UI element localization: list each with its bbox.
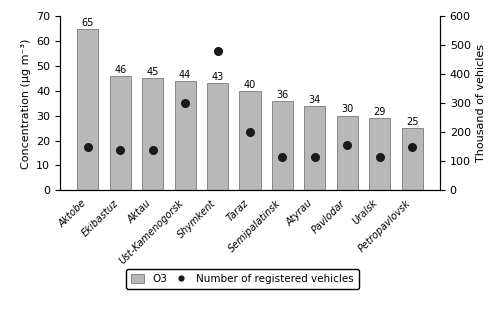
Text: 34: 34 <box>308 94 321 105</box>
Bar <box>240 91 260 190</box>
Text: 30: 30 <box>341 105 353 114</box>
Bar <box>402 128 422 190</box>
Bar <box>78 29 98 190</box>
Bar <box>337 116 358 190</box>
Bar <box>174 81 196 190</box>
Y-axis label: Thousand of vehicles: Thousand of vehicles <box>476 44 486 162</box>
Bar <box>110 76 131 190</box>
Bar <box>142 78 163 190</box>
Text: 46: 46 <box>114 65 126 75</box>
Text: 45: 45 <box>146 67 159 77</box>
Text: 40: 40 <box>244 80 256 90</box>
Text: 65: 65 <box>82 18 94 28</box>
Text: 29: 29 <box>374 107 386 117</box>
Text: 44: 44 <box>179 70 192 80</box>
Y-axis label: Concentration (μg m⁻³): Concentration (μg m⁻³) <box>20 38 30 169</box>
Text: 25: 25 <box>406 117 418 127</box>
Legend: O3, Number of registered vehicles: O3, Number of registered vehicles <box>126 269 359 289</box>
Bar <box>207 83 228 190</box>
Bar <box>304 106 326 190</box>
Bar <box>272 101 293 190</box>
Bar <box>369 118 390 190</box>
Text: 43: 43 <box>212 72 224 82</box>
Text: 36: 36 <box>276 90 288 100</box>
